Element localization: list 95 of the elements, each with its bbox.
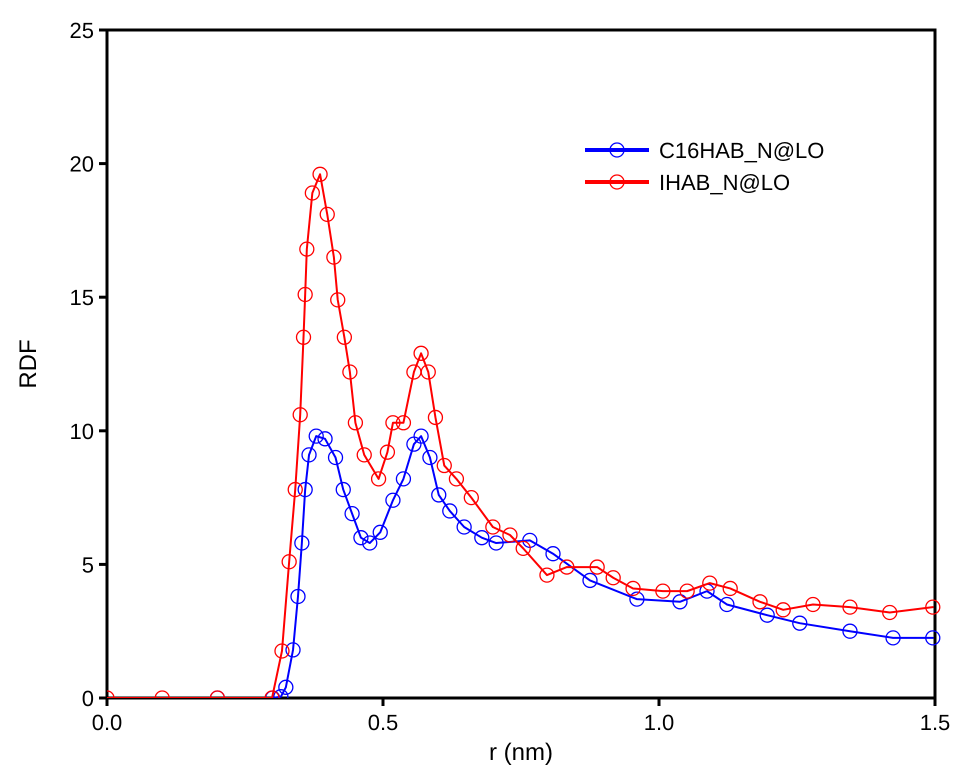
point (420, 364, 436, 380)
point (370, 471, 386, 487)
point (474, 530, 490, 546)
point (344, 506, 360, 522)
point (353, 530, 369, 546)
point (925, 630, 940, 646)
point (456, 519, 472, 535)
point (298, 286, 313, 302)
point (320, 206, 335, 222)
point (336, 330, 352, 345)
point (672, 594, 688, 610)
point (385, 492, 401, 508)
point (722, 580, 738, 596)
y-tick-label: 20 (70, 152, 94, 177)
point (488, 535, 504, 551)
point (428, 410, 444, 426)
point (431, 487, 446, 503)
point (312, 166, 328, 182)
point (336, 482, 351, 498)
x-tick-label: 0.0 (92, 710, 122, 735)
x-tick-label: 0.5 (368, 710, 398, 735)
point (413, 346, 429, 361)
point (356, 447, 372, 462)
point (590, 559, 605, 575)
point (805, 596, 821, 612)
legend-label: IHAB_N@LO (659, 170, 790, 195)
y-tick-label: 15 (70, 285, 94, 310)
y-tick-label: 25 (70, 18, 94, 43)
point (516, 540, 531, 556)
point (298, 482, 313, 498)
point (625, 580, 641, 596)
point (396, 415, 412, 430)
y-axis-title: RDF (15, 339, 42, 389)
point (274, 643, 290, 659)
point (285, 642, 301, 658)
x-tick-label: 1.0 (644, 710, 674, 735)
point (396, 471, 412, 487)
point (317, 431, 333, 446)
point (545, 546, 561, 562)
point (699, 583, 715, 599)
point (464, 490, 479, 506)
point (406, 364, 422, 380)
point (702, 575, 718, 591)
point (413, 428, 429, 444)
point (362, 535, 378, 551)
point (792, 616, 808, 631)
point (406, 436, 422, 452)
point (304, 185, 320, 201)
point (330, 292, 346, 308)
point (885, 630, 901, 646)
point (559, 559, 574, 575)
point (522, 532, 538, 548)
y-tick-label: 5 (82, 552, 94, 578)
point (296, 330, 312, 345)
point (326, 249, 342, 265)
point (301, 447, 317, 462)
point (502, 527, 518, 543)
point (582, 572, 598, 588)
point (842, 624, 858, 639)
point (539, 567, 555, 583)
point (760, 608, 775, 623)
y-tick-label: 10 (70, 418, 94, 444)
point (385, 415, 401, 430)
point (288, 482, 303, 498)
point (882, 604, 898, 620)
point (282, 554, 297, 570)
point (655, 583, 671, 599)
point (842, 600, 858, 615)
point (752, 594, 768, 610)
point (299, 241, 314, 257)
point (342, 364, 358, 380)
point (422, 450, 438, 466)
point (348, 415, 364, 430)
point (719, 596, 735, 612)
x-axis-title: r (nm) (489, 739, 553, 766)
point (292, 407, 308, 422)
point (308, 428, 324, 444)
legend-label: C16HAB_N@LO (659, 138, 824, 163)
point (278, 680, 294, 695)
point (448, 471, 464, 487)
point (925, 600, 940, 615)
point (485, 519, 500, 535)
x-tick-label: 1.5 (920, 710, 950, 735)
point (606, 570, 621, 586)
point (442, 503, 458, 519)
point (328, 450, 344, 466)
point (290, 588, 306, 604)
y-tick-label: 0 (82, 686, 94, 711)
point (680, 583, 695, 599)
point (294, 535, 310, 551)
point (776, 602, 791, 618)
point (436, 458, 452, 474)
point (629, 591, 645, 607)
point (372, 524, 388, 540)
point (380, 444, 396, 460)
